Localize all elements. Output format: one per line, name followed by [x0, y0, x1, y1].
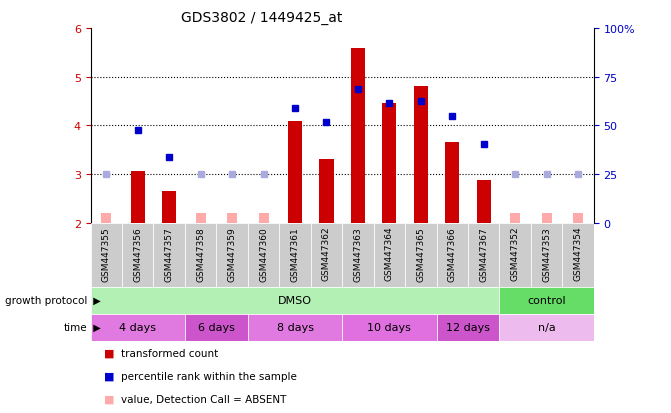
FancyBboxPatch shape: [405, 223, 437, 287]
Text: GSM447352: GSM447352: [511, 226, 520, 281]
Text: value, Detection Call = ABSENT: value, Detection Call = ABSENT: [121, 394, 286, 404]
FancyBboxPatch shape: [185, 223, 216, 287]
FancyBboxPatch shape: [91, 287, 499, 314]
Text: GSM447364: GSM447364: [385, 226, 394, 281]
Text: GSM447362: GSM447362: [322, 226, 331, 281]
FancyBboxPatch shape: [499, 314, 594, 341]
Text: 10 days: 10 days: [368, 322, 411, 332]
Text: GSM447355: GSM447355: [102, 226, 111, 281]
Bar: [258, 213, 268, 223]
Bar: [382, 104, 397, 223]
FancyBboxPatch shape: [342, 314, 437, 341]
FancyBboxPatch shape: [122, 223, 154, 287]
Text: GSM447363: GSM447363: [354, 226, 362, 281]
Text: n/a: n/a: [537, 322, 556, 332]
Bar: [573, 213, 583, 223]
FancyBboxPatch shape: [499, 223, 531, 287]
FancyBboxPatch shape: [468, 223, 499, 287]
FancyBboxPatch shape: [499, 287, 594, 314]
Text: growth protocol: growth protocol: [5, 295, 87, 306]
FancyBboxPatch shape: [248, 223, 279, 287]
FancyBboxPatch shape: [562, 223, 594, 287]
Text: transformed count: transformed count: [121, 348, 218, 358]
Text: 4 days: 4 days: [119, 322, 156, 332]
Bar: [414, 87, 428, 223]
FancyBboxPatch shape: [374, 223, 405, 287]
Bar: [101, 213, 111, 223]
FancyBboxPatch shape: [437, 314, 499, 341]
Text: GSM447354: GSM447354: [574, 226, 582, 281]
Text: ▶: ▶: [87, 322, 101, 332]
Bar: [541, 213, 552, 223]
Text: GSM447357: GSM447357: [164, 226, 174, 281]
Bar: [446, 143, 460, 223]
FancyBboxPatch shape: [91, 314, 185, 341]
FancyBboxPatch shape: [91, 223, 122, 287]
Text: 6 days: 6 days: [198, 322, 235, 332]
Text: ■: ■: [104, 348, 115, 358]
Text: GSM447366: GSM447366: [448, 226, 457, 281]
FancyBboxPatch shape: [342, 223, 374, 287]
Bar: [476, 181, 491, 223]
Bar: [351, 49, 365, 223]
Text: percentile rank within the sample: percentile rank within the sample: [121, 371, 297, 381]
FancyBboxPatch shape: [154, 223, 185, 287]
Text: ■: ■: [104, 394, 115, 404]
FancyBboxPatch shape: [311, 223, 342, 287]
Text: GSM447367: GSM447367: [479, 226, 488, 281]
Text: GDS3802 / 1449425_at: GDS3802 / 1449425_at: [181, 11, 342, 25]
Text: GSM447353: GSM447353: [542, 226, 551, 281]
Bar: [288, 122, 302, 223]
Bar: [319, 160, 333, 223]
FancyBboxPatch shape: [531, 223, 562, 287]
Text: GSM447356: GSM447356: [134, 226, 142, 281]
Bar: [510, 213, 520, 223]
FancyBboxPatch shape: [216, 223, 248, 287]
Bar: [227, 213, 237, 223]
Text: time: time: [64, 322, 87, 332]
Text: control: control: [527, 295, 566, 306]
Text: 8 days: 8 days: [276, 322, 313, 332]
FancyBboxPatch shape: [437, 223, 468, 287]
Bar: [196, 213, 205, 223]
FancyBboxPatch shape: [185, 314, 248, 341]
Text: DMSO: DMSO: [278, 295, 312, 306]
FancyBboxPatch shape: [248, 314, 342, 341]
Text: 12 days: 12 days: [446, 322, 490, 332]
Text: GSM447359: GSM447359: [227, 226, 237, 281]
Text: GSM447365: GSM447365: [416, 226, 425, 281]
Text: GSM447358: GSM447358: [196, 226, 205, 281]
Bar: [162, 192, 176, 223]
Text: ▶: ▶: [87, 295, 101, 306]
Text: ■: ■: [104, 371, 115, 381]
Text: GSM447361: GSM447361: [291, 226, 299, 281]
Bar: [131, 172, 145, 223]
FancyBboxPatch shape: [279, 223, 311, 287]
Text: GSM447360: GSM447360: [259, 226, 268, 281]
